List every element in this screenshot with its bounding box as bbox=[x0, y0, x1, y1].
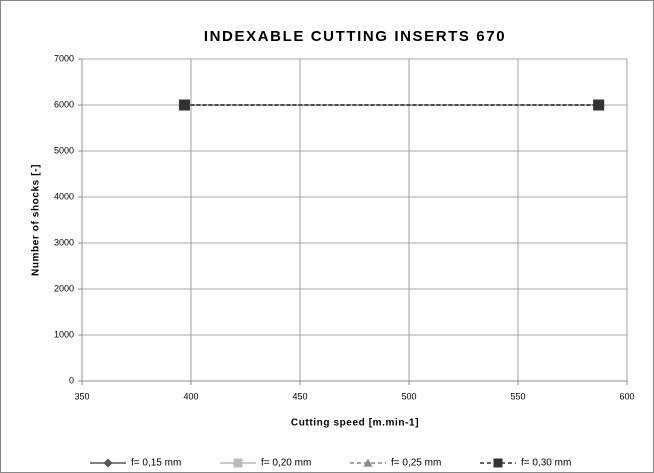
y-tick-label: 0 bbox=[69, 375, 74, 385]
x-tick-label: 600 bbox=[619, 391, 634, 401]
y-axis-label: Number of shocks [-] bbox=[31, 164, 42, 276]
y-tick-label: 2000 bbox=[54, 283, 74, 293]
legend-label: f= 0,20 mm bbox=[261, 458, 311, 469]
y-tick-label: 5000 bbox=[54, 145, 74, 155]
marker bbox=[178, 99, 190, 111]
y-tick-label: 3000 bbox=[54, 237, 74, 247]
marker bbox=[593, 99, 605, 111]
y-tick-label: 7000 bbox=[54, 53, 74, 63]
marker bbox=[103, 458, 113, 468]
x-tick-label: 550 bbox=[510, 391, 525, 401]
chart-title: INDEXABLE CUTTING INSERTS 670 bbox=[204, 28, 506, 45]
y-tick-label: 4000 bbox=[54, 191, 74, 201]
x-tick-label: 450 bbox=[292, 391, 307, 401]
legend-label: f= 0,25 mm bbox=[391, 458, 441, 469]
x-tick-label: 400 bbox=[183, 391, 198, 401]
x-axis-label: Cutting speed [m.min-1] bbox=[291, 418, 419, 429]
marker bbox=[363, 458, 373, 467]
y-tick-label: 1000 bbox=[54, 329, 74, 339]
x-tick-label: 350 bbox=[74, 391, 89, 401]
y-tick-label: 6000 bbox=[54, 99, 74, 109]
x-tick-label: 500 bbox=[401, 391, 416, 401]
marker bbox=[493, 458, 503, 468]
legend-label: f= 0,30 mm bbox=[521, 458, 571, 469]
legend-label: f= 0,15 mm bbox=[131, 458, 181, 469]
marker bbox=[233, 458, 243, 468]
